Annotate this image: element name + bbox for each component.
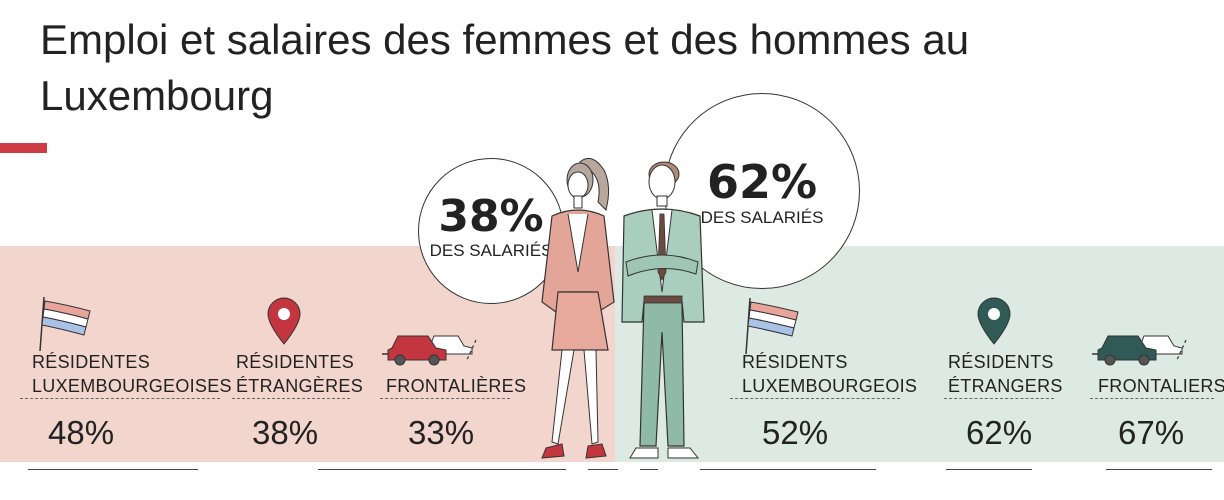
value-underline	[946, 469, 1032, 470]
dotted-separator	[20, 398, 220, 399]
category-label-line2: LUXEMBOURGEOIS	[742, 376, 918, 396]
men-share-value: 62%	[706, 155, 818, 209]
men-value: 62%	[966, 414, 1033, 451]
category-label-line2: LUXEMBOURGEOISES	[32, 376, 232, 396]
category-label-line2: ÉTRANGÈRES	[236, 376, 364, 396]
women-category-label: RÉSIDENTES ÉTRANGÈRES	[236, 350, 363, 398]
value-underline	[28, 469, 198, 470]
dotted-separator	[232, 398, 350, 399]
category-label-line2: ÉTRANGERS	[948, 376, 1063, 396]
women-category-label: FRONTALIÈRES	[386, 374, 526, 398]
value-underline	[1106, 469, 1212, 470]
value-underline	[318, 469, 566, 470]
women-share-value: 38%	[438, 191, 544, 242]
women-category-label: RÉSIDENTES LUXEMBOURGEOISES	[32, 350, 232, 398]
value-underline	[640, 469, 658, 470]
category-label-line1: RÉSIDENTES	[236, 352, 355, 372]
category-label-line2: FRONTALIERS	[1098, 376, 1224, 396]
dotted-separator	[380, 398, 510, 399]
men-category-label: RÉSIDENTS ÉTRANGERS	[948, 350, 1063, 398]
men-share-bubble: 62% DES SALARIÉS	[664, 93, 860, 289]
dotted-separator	[1090, 398, 1214, 399]
men-share-label: DES SALARIÉS	[700, 208, 824, 227]
cars-icon	[382, 328, 482, 368]
women-value: 48%	[48, 414, 115, 451]
luxembourg-flag-icon	[744, 296, 806, 356]
category-label-line1: RÉSIDENTS	[948, 352, 1054, 372]
man-figure-icon	[612, 152, 712, 467]
men-value: 52%	[762, 414, 829, 451]
women-share-label: DES SALARIÉS	[429, 241, 553, 260]
luxembourg-flag-icon	[38, 293, 98, 353]
dotted-separator	[944, 398, 1054, 399]
women-value: 38%	[252, 414, 319, 451]
women-value: 33%	[408, 414, 475, 451]
page-title: Emploi et salaires des femmes et des hom…	[40, 16, 970, 119]
title-accent-bar	[0, 143, 47, 153]
woman-figure-icon	[522, 152, 622, 467]
value-underline	[588, 469, 618, 470]
location-pin-icon	[266, 296, 302, 346]
category-label-line2: FRONTALIÈRES	[386, 376, 527, 396]
location-pin-icon	[976, 296, 1012, 346]
category-label-line1: RÉSIDENTS	[742, 352, 848, 372]
men-category-label: FRONTALIERS	[1098, 374, 1224, 398]
men-category-label: RÉSIDENTS LUXEMBOURGEOIS	[742, 350, 917, 398]
men-value: 67%	[1118, 414, 1185, 451]
value-underline	[700, 469, 876, 470]
women-share-bubble: 38% DES SALARIÉS	[418, 158, 564, 304]
dotted-separator	[730, 398, 900, 399]
cars-icon	[1092, 328, 1192, 368]
category-label-line1: RÉSIDENTES	[32, 352, 151, 372]
